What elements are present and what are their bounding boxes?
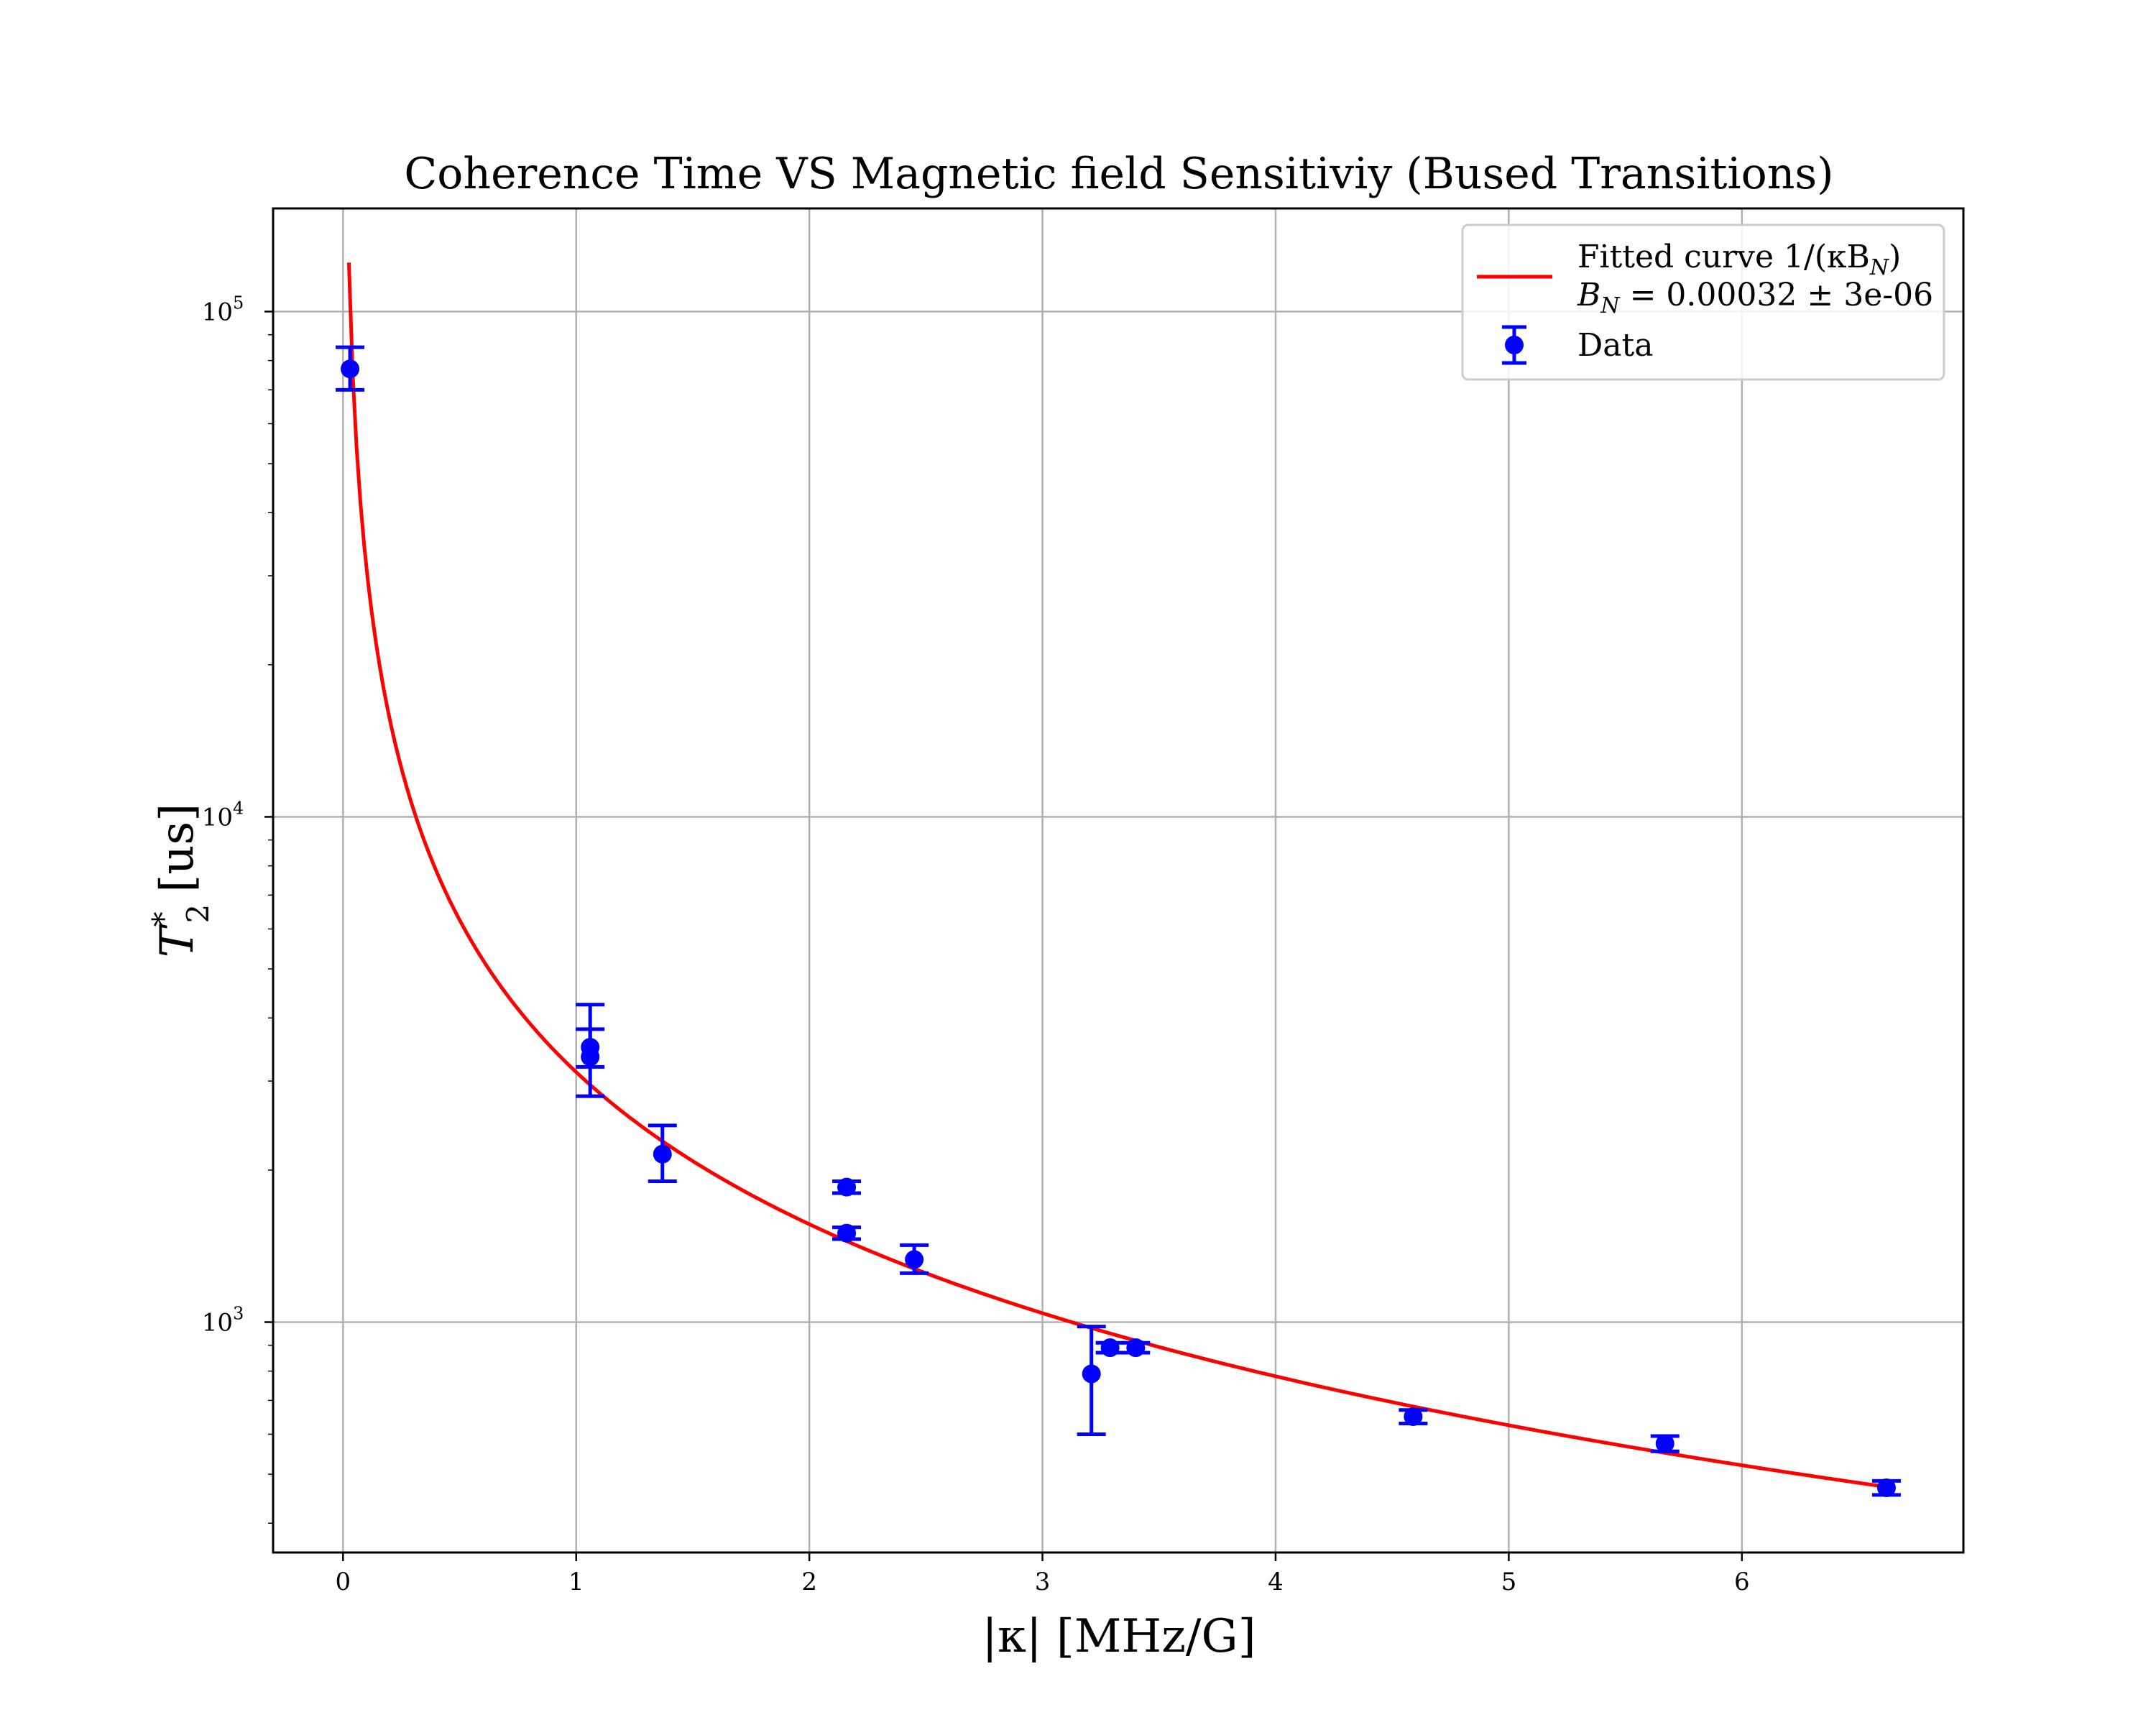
chart-title: Coherence Time VS Magnetic field Sensiti… [404,149,1833,199]
data-marker [905,1250,924,1269]
data-marker [341,359,360,379]
x-tick-label: 4 [1268,1568,1284,1596]
data-marker [1655,1434,1674,1453]
data-point [1077,1325,1106,1436]
data-point [1399,1407,1428,1427]
points-layer [336,345,1901,1497]
legend: Fitted curve 1/(κBN) BN = 0.00032 ± 3e-0… [1461,224,1945,381]
y-axis-label-symbol: T [151,924,204,957]
x-axis-ticks: 0 1 2 3 4 5 6 [336,1552,1750,1596]
y-axis-label: T*2 [us] [146,804,216,957]
y-tick-label: 104 [202,798,244,832]
data-marker [1100,1338,1120,1358]
plot-frame [272,207,1965,1554]
y-tick-label: 105 [202,293,244,326]
legend-data-swatch [1502,325,1526,365]
data-point [1871,1478,1901,1497]
x-tick-label: 0 [336,1568,351,1596]
curve-layer [346,262,1887,1489]
data-point [648,1123,677,1184]
legend-box [1461,224,1945,381]
x-axis-label: |κ| [MHz/G] [982,1610,1256,1663]
y-axis-label-subscript: 2 [180,904,216,924]
data-marker [837,1177,857,1197]
data-point [1095,1338,1125,1358]
data-marker [1876,1478,1896,1497]
data-marker [1082,1364,1101,1384]
data-point [1121,1338,1151,1358]
x-tick-label: 6 [1734,1568,1750,1596]
y-axis-ticks: 103 104 105 [202,293,273,1524]
data-point [576,1003,605,1098]
data-point [1650,1434,1680,1453]
data-point [832,1177,862,1197]
data-marker [1126,1338,1146,1358]
data-marker [653,1144,672,1164]
y-tick-label: 103 [202,1303,244,1337]
data-marker [837,1223,857,1243]
x-tick-label: 3 [1035,1568,1051,1596]
legend-data-label: Data [1577,327,1653,364]
legend-fit-label-line1: Fitted curve 1/(κBN) [1577,239,1901,280]
x-tick-label: 2 [801,1568,817,1596]
x-tick-label: 5 [1501,1568,1517,1596]
data-marker [581,1047,600,1067]
data-marker [1404,1407,1423,1427]
legend-fit-label-line2: BN = 0.00032 ± 3e-06 [1577,277,1933,318]
data-point [832,1223,862,1243]
data-point [336,345,365,392]
data-point [900,1243,929,1275]
fit-curve [346,262,1887,1489]
x-tick-label: 1 [568,1568,584,1596]
y-axis-label-units: [us] [151,804,204,893]
y-axis-label-superscript: * [146,912,181,927]
